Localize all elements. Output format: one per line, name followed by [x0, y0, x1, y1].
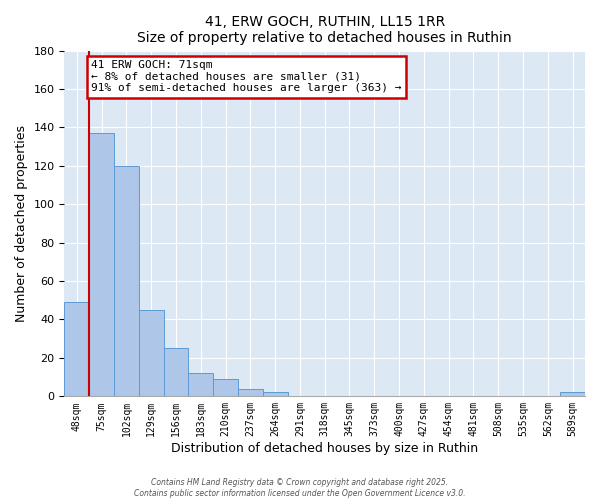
Bar: [64, 302, 89, 396]
Y-axis label: Number of detached properties: Number of detached properties: [15, 125, 28, 322]
Title: 41, ERW GOCH, RUTHIN, LL15 1RR
Size of property relative to detached houses in R: 41, ERW GOCH, RUTHIN, LL15 1RR Size of p…: [137, 15, 512, 45]
Bar: [238, 388, 263, 396]
Bar: [164, 348, 188, 397]
Bar: [188, 374, 213, 396]
Text: Contains HM Land Registry data © Crown copyright and database right 2025.
Contai: Contains HM Land Registry data © Crown c…: [134, 478, 466, 498]
Bar: [89, 133, 114, 396]
Bar: [114, 166, 139, 396]
Bar: [263, 392, 287, 396]
Text: 41 ERW GOCH: 71sqm
← 8% of detached houses are smaller (31)
91% of semi-detached: 41 ERW GOCH: 71sqm ← 8% of detached hous…: [91, 60, 401, 94]
Bar: [139, 310, 164, 396]
Bar: [560, 392, 585, 396]
X-axis label: Distribution of detached houses by size in Ruthin: Distribution of detached houses by size …: [171, 442, 478, 455]
Bar: [213, 379, 238, 396]
